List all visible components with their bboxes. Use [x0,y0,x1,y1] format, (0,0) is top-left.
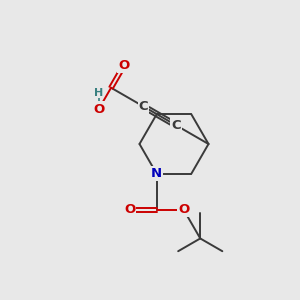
Text: O: O [178,203,189,216]
Text: O: O [118,59,129,72]
Text: N: N [151,167,162,180]
Text: C: C [171,119,181,132]
Text: H: H [94,88,104,98]
Text: O: O [93,103,104,116]
Text: O: O [124,203,135,216]
Text: C: C [139,100,148,113]
